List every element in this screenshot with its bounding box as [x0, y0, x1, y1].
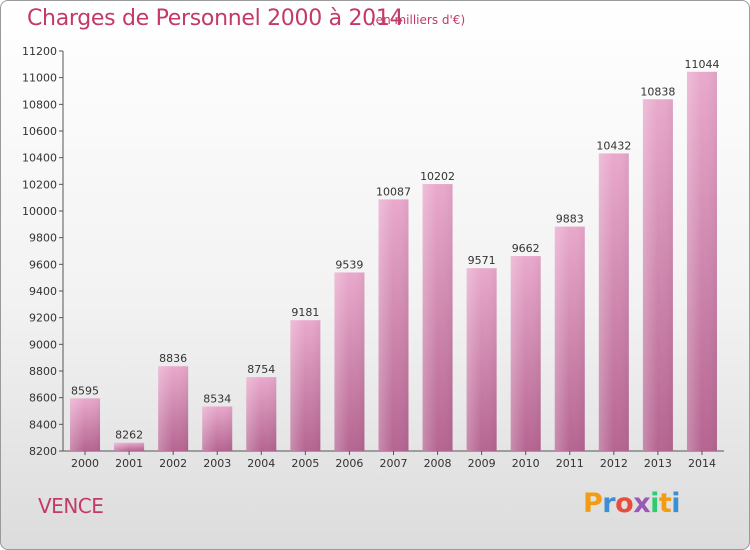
- bar-sheen: [598, 153, 629, 451]
- y-tick-label: 11000: [22, 72, 57, 85]
- x-tick-label: 2011: [556, 457, 584, 470]
- data-label: 8595: [71, 384, 99, 397]
- y-tick-label: 8400: [29, 418, 57, 431]
- y-tick-label: 10400: [22, 152, 57, 165]
- y-tick-label: 9600: [29, 258, 57, 271]
- y-tick-label: 11200: [22, 45, 57, 58]
- chart-subtitle: (en milliers d'€): [371, 13, 466, 27]
- data-label: 10432: [596, 139, 631, 152]
- bar-sheen: [202, 406, 233, 451]
- data-label: 9539: [335, 258, 363, 271]
- data-label: 10202: [420, 170, 455, 183]
- x-tick-label: 2010: [512, 457, 540, 470]
- logo-letter: t: [658, 488, 672, 519]
- y-tick-label: 8200: [29, 445, 57, 458]
- y-tick-label: 10200: [22, 178, 57, 191]
- x-tick-label: 2005: [291, 457, 319, 470]
- bar-sheen: [70, 398, 101, 451]
- x-tick-label: 2012: [600, 457, 628, 470]
- bar-sheen: [378, 199, 409, 451]
- bar-sheen: [510, 256, 541, 451]
- y-tick-label: 9200: [29, 312, 57, 325]
- y-tick-label: 10800: [22, 98, 57, 111]
- data-label: 9883: [556, 213, 584, 226]
- data-label: 8754: [247, 363, 275, 376]
- x-tick-label: 2006: [335, 457, 363, 470]
- proxiti-logo[interactable]: Proxiti: [583, 488, 681, 519]
- bar-sheen: [554, 226, 585, 451]
- x-tick-label: 2013: [644, 457, 672, 470]
- y-tick-label: 10000: [22, 205, 57, 218]
- x-tick-label: 2001: [115, 457, 143, 470]
- data-label: 8534: [203, 392, 231, 405]
- bar-sheen: [422, 184, 453, 452]
- x-tick-label: 2008: [424, 457, 452, 470]
- data-label: 9571: [468, 254, 496, 267]
- logo-letter: x: [633, 488, 651, 519]
- data-label: 11044: [684, 58, 719, 71]
- data-label: 8836: [159, 352, 187, 365]
- bar-sheen: [158, 366, 189, 451]
- bar-sheen: [114, 442, 145, 451]
- bar-sheen: [642, 99, 673, 452]
- logo-letter: i: [671, 488, 681, 519]
- chart-title: Charges de Personnel 2000 à 2014: [27, 6, 404, 31]
- bar-sheen: [334, 272, 365, 451]
- bar-sheen: [290, 320, 321, 451]
- bar-sheen: [246, 377, 277, 451]
- y-tick-label: 9400: [29, 285, 57, 298]
- logo-letter: o: [615, 488, 634, 519]
- bar-sheen: [686, 71, 717, 452]
- x-tick-label: 2002: [159, 457, 187, 470]
- x-tick-label: 2003: [203, 457, 231, 470]
- city-name: VENCE: [38, 494, 104, 518]
- y-tick-label: 9800: [29, 232, 57, 245]
- x-tick-label: 2014: [688, 457, 716, 470]
- data-label: 8262: [115, 429, 143, 442]
- x-tick-label: 2007: [380, 457, 408, 470]
- data-label: 10838: [640, 85, 675, 98]
- y-tick-label: 8600: [29, 392, 57, 405]
- data-label: 9662: [512, 242, 540, 255]
- bar-sheen: [466, 268, 497, 451]
- logo-letter: i: [650, 488, 659, 519]
- data-label: 10087: [376, 185, 411, 198]
- x-tick-label: 2000: [71, 457, 99, 470]
- x-tick-label: 2004: [247, 457, 275, 470]
- y-tick-label: 9000: [29, 338, 57, 351]
- logo-letter: r: [602, 488, 616, 519]
- y-tick-label: 10600: [22, 125, 57, 138]
- data-label: 9181: [291, 306, 319, 319]
- y-tick-label: 8800: [29, 365, 57, 378]
- x-tick-label: 2009: [468, 457, 496, 470]
- logo-letter: P: [583, 488, 603, 519]
